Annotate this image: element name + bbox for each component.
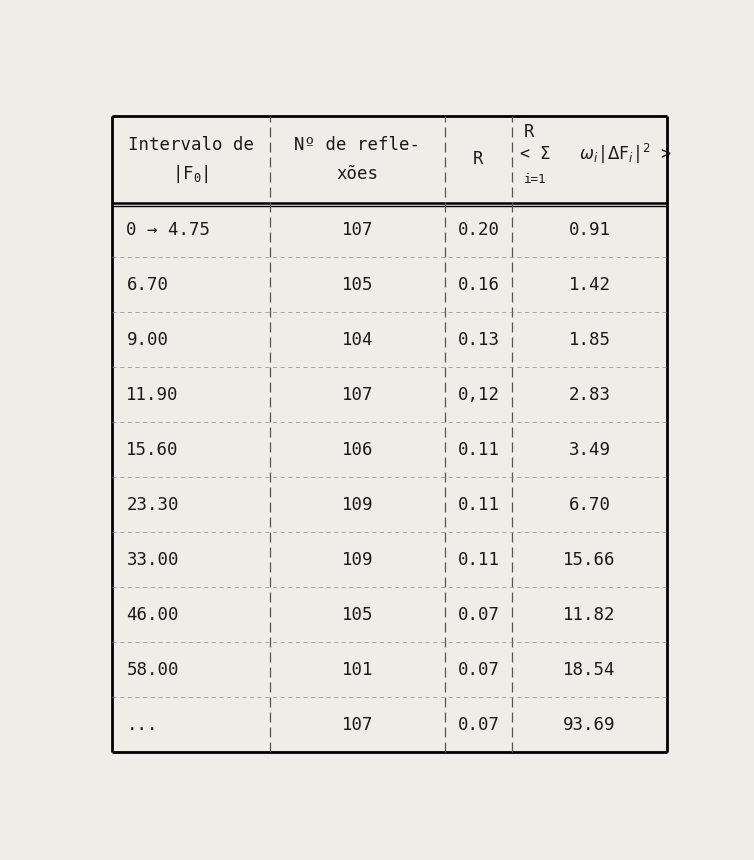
Text: 0.11: 0.11 — [458, 496, 499, 513]
Text: 105: 105 — [342, 605, 373, 624]
Text: 0.07: 0.07 — [458, 660, 499, 679]
Text: 0.13: 0.13 — [458, 331, 499, 349]
Text: 93.69: 93.69 — [563, 716, 616, 734]
Text: 15.66: 15.66 — [563, 550, 616, 568]
Text: 58.00: 58.00 — [127, 660, 179, 679]
Text: 104: 104 — [342, 331, 373, 349]
Text: 0,12: 0,12 — [458, 386, 499, 404]
Text: 1.85: 1.85 — [569, 331, 611, 349]
Text: 33.00: 33.00 — [127, 550, 179, 568]
Text: R: R — [474, 150, 484, 169]
Text: 0.07: 0.07 — [458, 605, 499, 624]
Text: 6.70: 6.70 — [569, 496, 611, 513]
Text: 18.54: 18.54 — [563, 660, 616, 679]
Text: R: R — [524, 123, 535, 141]
Text: i=1: i=1 — [524, 173, 546, 186]
Text: 109: 109 — [342, 496, 373, 513]
Text: 107: 107 — [342, 221, 373, 239]
Text: 9.00: 9.00 — [127, 331, 168, 349]
Text: 46.00: 46.00 — [127, 605, 179, 624]
Text: 105: 105 — [342, 276, 373, 294]
Text: 0.11: 0.11 — [458, 550, 499, 568]
Text: 0 → 4.75: 0 → 4.75 — [127, 221, 210, 239]
Text: 1.42: 1.42 — [569, 276, 611, 294]
Text: 11.90: 11.90 — [127, 386, 179, 404]
Text: 107: 107 — [342, 716, 373, 734]
Text: 3.49: 3.49 — [569, 441, 611, 459]
Text: 107: 107 — [342, 386, 373, 404]
Text: 0.16: 0.16 — [458, 276, 499, 294]
Text: < $\Sigma$   $\omega$$_i$|$\Delta$F$_i$|$^2$ >: < $\Sigma$ $\omega$$_i$|$\Delta$F$_i$|$^… — [519, 142, 672, 166]
Text: 23.30: 23.30 — [127, 496, 179, 513]
Text: Nº de refle-: Nº de refle- — [294, 136, 420, 154]
Text: Intervalo de: Intervalo de — [127, 136, 253, 154]
Text: 109: 109 — [342, 550, 373, 568]
Text: ...: ... — [127, 716, 158, 734]
Text: 0.07: 0.07 — [458, 716, 499, 734]
Text: 2.83: 2.83 — [569, 386, 611, 404]
Text: |F$_{\mathregular{0}}$|: |F$_{\mathregular{0}}$| — [172, 163, 209, 185]
Text: 101: 101 — [342, 660, 373, 679]
Text: 0.11: 0.11 — [458, 441, 499, 459]
Text: xões: xões — [336, 165, 379, 183]
Text: 106: 106 — [342, 441, 373, 459]
Text: 11.82: 11.82 — [563, 605, 616, 624]
Text: 15.60: 15.60 — [127, 441, 179, 459]
Text: 0.20: 0.20 — [458, 221, 499, 239]
Text: 6.70: 6.70 — [127, 276, 168, 294]
Text: 0.91: 0.91 — [569, 221, 611, 239]
